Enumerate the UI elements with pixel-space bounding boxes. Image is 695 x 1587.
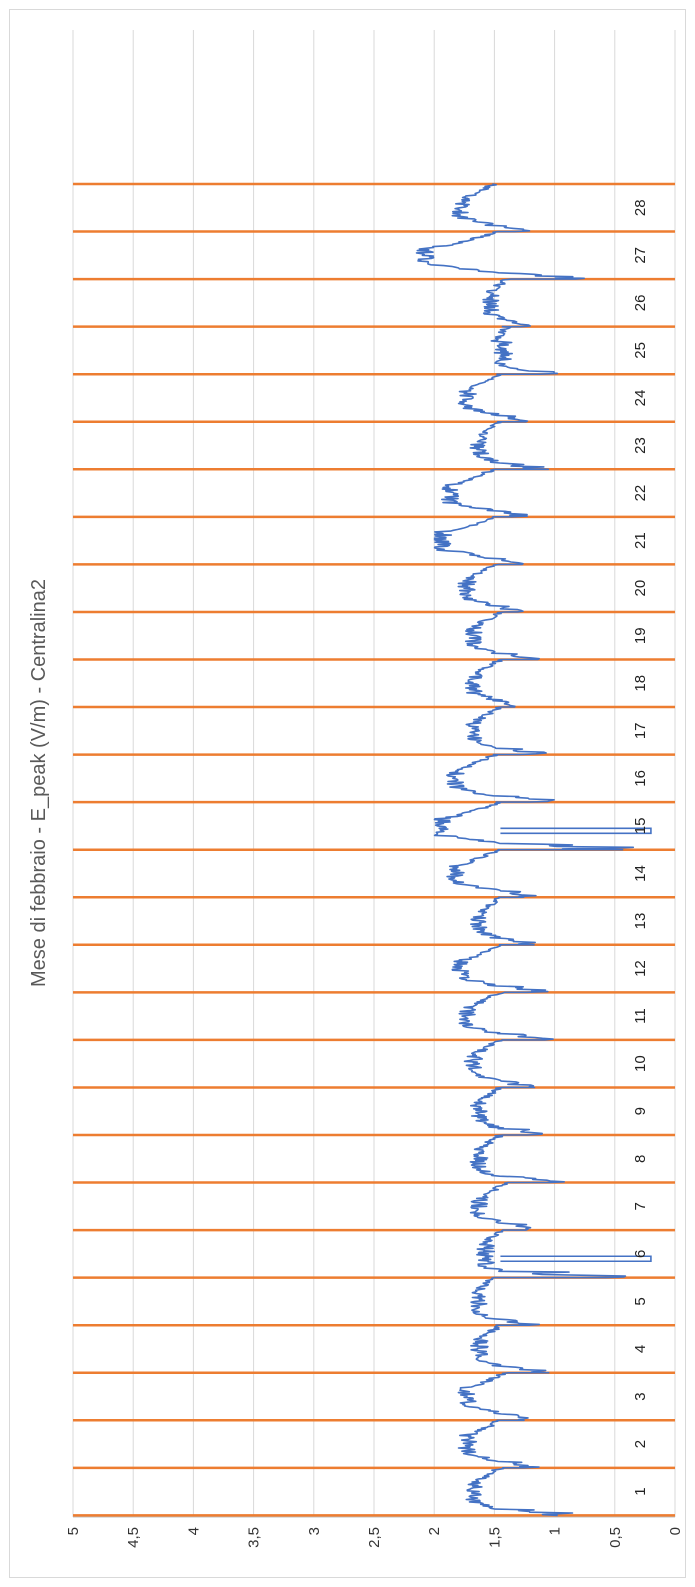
day-label: 22 [632,485,649,502]
y-tick-label: 3 [306,1527,323,1535]
day-label: 15 [632,818,649,835]
day-label: 17 [632,722,649,739]
day-label: 8 [632,1155,649,1163]
day-label: 4 [632,1345,649,1353]
day-label: 11 [632,1008,649,1024]
gridlines [72,30,676,1518]
day-label: 3 [632,1392,649,1400]
day-label: 24 [632,390,649,407]
series-spike [500,1255,652,1263]
day-label: 27 [632,247,649,264]
day-label: 18 [632,675,649,692]
y-axis: 0 0,5 1 1,5 2 2,5 3 3,5 4 4,5 5 [65,1527,684,1548]
day-label: 26 [632,295,649,312]
day-label: 1 [632,1487,649,1495]
day-label: 21 [632,532,649,549]
day-label: 13 [632,913,649,930]
day-label: 28 [632,199,649,216]
y-tick-label: 0 [667,1527,684,1535]
day-label: 23 [632,437,649,454]
day-label: 6 [632,1250,649,1258]
y-tick-label: 1,5 [486,1527,503,1548]
chart-border [9,9,686,1578]
series-line [415,183,635,1517]
day-label: 12 [632,960,649,977]
y-tick-label: 1 [547,1527,564,1535]
y-tick-label: 3,5 [246,1527,263,1548]
y-tick-label: 2 [426,1527,443,1535]
day-label: 10 [632,1055,649,1072]
day-label: 5 [632,1297,649,1305]
day-separators [73,182,675,1517]
day-label: 19 [632,627,649,644]
series-layer [415,183,652,1517]
chart-title: Mese di febbraio - E_peak (V/m) - Centra… [28,579,50,987]
day-label: 9 [632,1107,649,1115]
x-axis: 1234567891011121314151617181920212223242… [632,199,649,1495]
series-spike [500,827,652,835]
y-tick-label: 4,5 [125,1527,142,1548]
day-label: 20 [632,580,649,597]
day-label: 16 [632,770,649,787]
y-tick-label: 5 [65,1527,82,1535]
day-label: 7 [632,1202,649,1210]
y-tick-label: 0,5 [607,1527,624,1548]
day-label: 2 [632,1440,649,1448]
y-tick-label: 2,5 [366,1527,383,1548]
y-tick-label: 4 [185,1527,202,1535]
day-label: 25 [632,342,649,359]
day-label: 14 [632,865,649,882]
